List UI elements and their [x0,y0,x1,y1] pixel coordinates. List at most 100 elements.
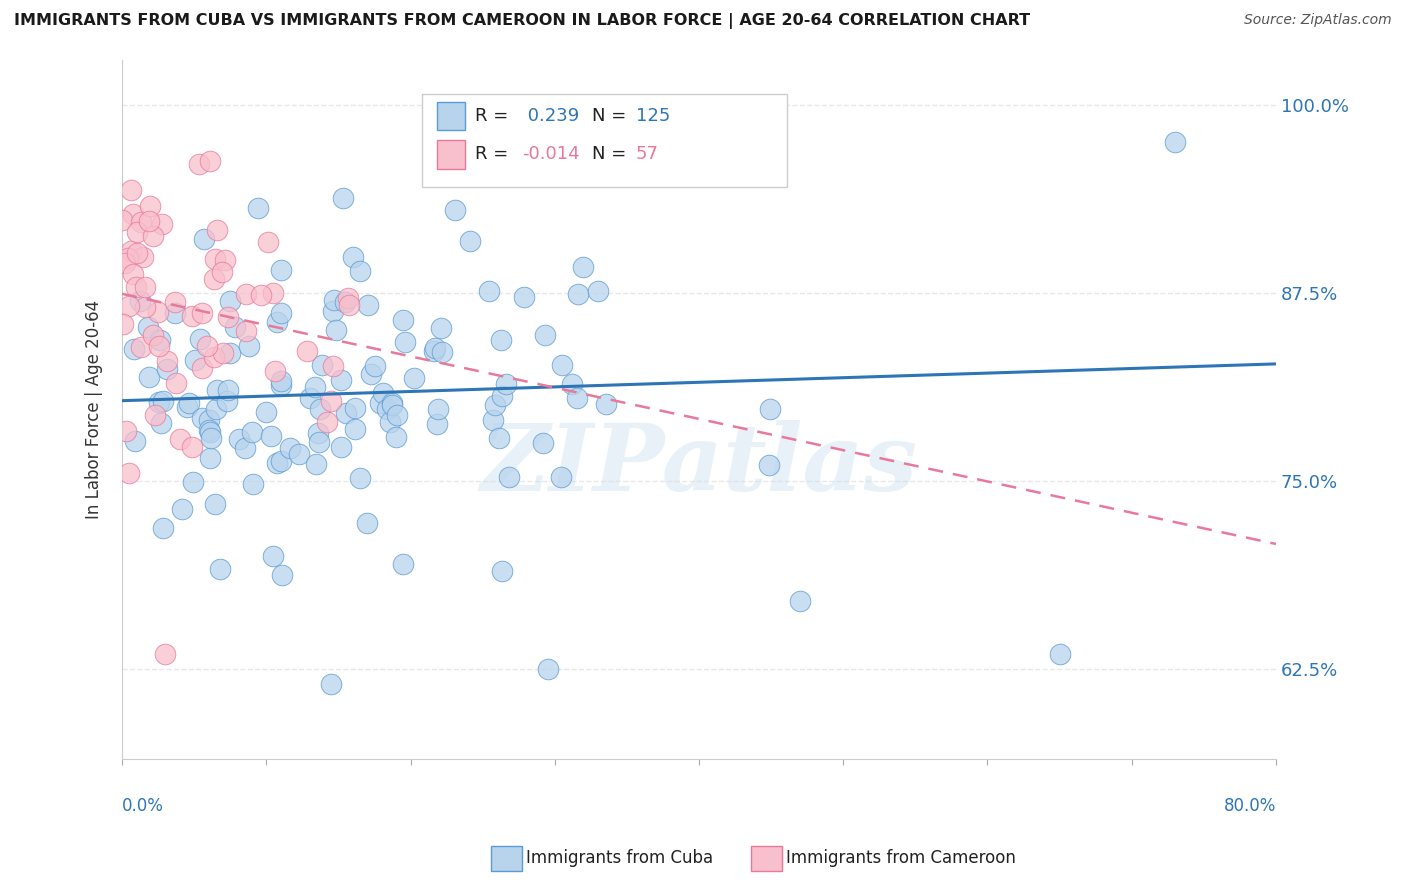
Point [219,293,242,308]
Point [181,440,204,454]
Point [349,264,371,278]
Point [262,285,284,300]
Point [198,153,221,168]
Point [759,401,782,416]
Point [404,371,426,385]
Point [384,430,406,444]
Point [165,376,187,391]
Point [120,183,142,197]
Point [335,406,357,420]
Point [129,215,152,229]
Point [198,413,221,427]
Point [335,294,357,309]
Point [332,191,354,205]
Point [495,377,517,392]
Point [138,370,160,384]
Point [550,470,572,484]
Point [181,309,204,323]
Point [325,323,347,337]
Point [155,354,177,368]
Point [122,342,145,356]
Text: 125: 125 [636,107,669,125]
Point [181,475,204,489]
Point [266,315,288,329]
Point [565,392,588,406]
Point [343,422,366,436]
Point [322,304,344,318]
Point [478,284,501,298]
Point [242,477,264,491]
Point [240,425,263,440]
Point [193,231,215,245]
Text: R =: R = [475,145,515,163]
Point [298,391,321,405]
Point [214,252,236,267]
Point [139,199,162,213]
Point [271,568,294,582]
Point [165,294,187,309]
Point [117,251,139,265]
Point [491,389,513,403]
Point [550,359,572,373]
Point [249,287,271,301]
Point [378,415,401,429]
Point [321,676,343,690]
Point [183,352,205,367]
Point [536,662,558,676]
Point [534,328,557,343]
Point [146,305,169,319]
Point [392,558,415,572]
Point [111,212,134,227]
Point [235,286,257,301]
Point [191,411,214,425]
Point [129,294,152,309]
Point [260,429,283,443]
Point [202,272,225,286]
Point [315,415,337,429]
Point [488,431,510,445]
Point [122,207,145,221]
Point [458,234,481,248]
Point [177,396,200,410]
Point [149,416,172,430]
Point [134,280,156,294]
Point [484,398,506,412]
Point [319,394,342,409]
Point [172,501,194,516]
Point [176,401,198,415]
Text: 0.239: 0.239 [522,107,579,125]
Point [118,466,141,480]
Point [149,333,172,347]
Point [342,250,364,264]
Point [567,286,589,301]
Point [387,408,409,422]
Point [198,425,221,439]
Text: Immigrants from Cuba: Immigrants from Cuba [526,849,713,867]
Point [381,396,404,410]
Point [125,279,148,293]
Point [270,454,292,468]
Point [124,434,146,449]
Point [155,647,177,661]
Point [789,594,811,608]
Point [270,377,292,392]
Point [150,217,173,231]
Point [156,362,179,376]
Point [305,457,328,471]
Point [422,343,444,358]
Point [287,447,309,461]
Text: N =: N = [592,107,631,125]
Point [322,359,344,374]
Text: ZIPatlas: ZIPatlas [481,420,918,510]
Point [191,361,214,376]
Point [278,441,301,455]
Point [337,298,360,312]
Point [531,436,554,450]
Point [262,549,284,563]
Point [204,498,226,512]
Y-axis label: In Labor Force | Age 20-64: In Labor Force | Age 20-64 [86,300,103,519]
Point [1164,136,1187,150]
Point [429,320,451,334]
Point [118,300,141,314]
Point [595,397,617,411]
